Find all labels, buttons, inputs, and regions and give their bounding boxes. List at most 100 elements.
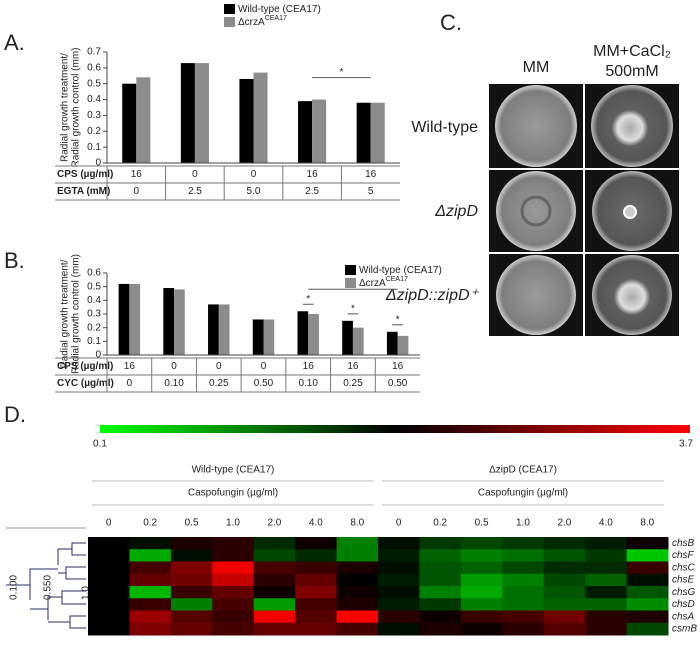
legend-swatch — [224, 4, 235, 14]
heatmap-cell — [419, 610, 462, 624]
row-label: Wild-type — [411, 119, 478, 136]
heatmap-cell — [295, 610, 338, 624]
heatmap-cell — [88, 573, 130, 587]
group-label: ΔzipD (CEA17) — [489, 465, 557, 476]
bar — [163, 288, 175, 355]
heatmap-cell — [502, 537, 545, 550]
panel-label: D. — [4, 402, 26, 427]
column-header: 500mM — [605, 63, 658, 80]
heatmap-cell — [626, 573, 669, 587]
column-label: 0 — [106, 518, 112, 529]
y-tick-label: 0.5 — [87, 78, 101, 89]
heatmap-cell — [460, 561, 503, 575]
heatmap-cell — [170, 573, 213, 587]
dendrogram — [6, 527, 86, 629]
heatmap-cell — [585, 610, 628, 624]
heatmap-cell — [419, 586, 462, 599]
cell: 16 — [365, 169, 377, 180]
column-label: 2.0 — [267, 518, 281, 529]
column-label: 4.0 — [599, 518, 613, 529]
heatmap-cell — [336, 573, 379, 587]
heatmap-cell — [460, 586, 503, 599]
heatmap-cell — [585, 549, 628, 562]
group-label: Wild-type (CEA17) — [192, 465, 275, 476]
cell: 16 — [347, 361, 359, 372]
cell: 16 — [307, 169, 319, 180]
heatmap-cell — [419, 561, 462, 575]
significance-label: * — [339, 67, 343, 78]
cell: 16 — [303, 361, 315, 372]
column-label: 2.0 — [557, 518, 571, 529]
heatmap-cell — [129, 573, 172, 587]
heatmap-cell — [253, 622, 296, 636]
y-axis-label: Radial growth treatment/ — [60, 53, 71, 162]
heatmap-cell — [626, 549, 669, 562]
heatmap-cell — [170, 586, 213, 599]
column-label: 8.0 — [640, 518, 654, 529]
y-tick-label: 0.7 — [87, 47, 101, 58]
cell: 5 — [368, 186, 374, 197]
significance-label: * — [351, 303, 355, 314]
heatmap-cell — [502, 561, 545, 575]
cell: 0 — [261, 361, 267, 372]
y-tick-label: 0.6 — [87, 268, 101, 279]
heatmap-cell — [295, 537, 338, 550]
heatmap-cell — [585, 573, 628, 587]
heatmap-cell — [419, 537, 462, 550]
heatmap-cell — [295, 549, 338, 562]
bar — [297, 311, 309, 355]
legend-swatch — [345, 278, 356, 288]
cell: 0 — [134, 186, 140, 197]
row-label: CPS (µg/ml) — [57, 169, 113, 180]
heatmap-cell — [129, 598, 172, 611]
heatmap-cell — [626, 586, 669, 599]
heatmap-cell — [378, 561, 420, 575]
y-tick-label: 0.1 — [87, 336, 101, 347]
legend-name: ΔcrzA — [238, 17, 265, 28]
cell: 16 — [124, 361, 136, 372]
heatmap-cell — [170, 549, 213, 562]
column-header: MM — [523, 59, 550, 76]
legend-label: ΔcrzACEA17 — [359, 276, 408, 289]
y-tick-label: 0 — [95, 350, 101, 361]
cell: 16 — [392, 361, 404, 372]
heatmap-cell — [212, 537, 255, 550]
heatmap-cell — [460, 573, 503, 587]
column-label: 4.0 — [309, 518, 323, 529]
heatmap-cell — [460, 549, 503, 562]
heatmap-cell — [170, 610, 213, 624]
heatmap-cell — [212, 586, 255, 599]
heatmap-cell — [460, 537, 503, 550]
legend-label: ΔcrzACEA17 — [238, 15, 287, 28]
heatmap-cell — [378, 549, 420, 562]
y-tick-label: 0.2 — [87, 126, 101, 137]
significance-label: * — [396, 314, 400, 325]
legend-name: Wild-type (CEA17) — [238, 4, 321, 15]
legend-name: Wild-type (CEA17) — [359, 265, 442, 276]
cell: 0.10 — [298, 378, 318, 389]
group-subtitle: Caspofungin (µg/ml) — [188, 488, 278, 499]
bar — [253, 72, 268, 163]
column-label: 0.2 — [143, 518, 157, 529]
heatmap-cell — [336, 622, 379, 636]
panel-label: C. — [440, 10, 462, 35]
cell: 0 — [251, 169, 257, 180]
heatmap-cell — [253, 610, 296, 624]
row-label: chsF — [672, 550, 695, 561]
heatmap-cell — [543, 573, 586, 587]
legend-label: Wild-type (CEA17) — [238, 4, 321, 15]
heatmap-cell — [170, 561, 213, 575]
heatmap-cell — [295, 598, 338, 611]
heatmap-cell — [212, 549, 255, 562]
heatmap-cell — [543, 622, 586, 636]
dendrogram-tick: 1.0 — [81, 586, 92, 600]
heatmap-cell — [88, 622, 130, 636]
heatmap-cell — [295, 561, 338, 575]
legend-superscript: CEA17 — [265, 15, 287, 22]
cell: 0.50 — [388, 378, 408, 389]
y-axis-label: Radial growth treatment/ — [60, 259, 71, 368]
heatmap-cell — [88, 537, 130, 550]
column-label: 8.0 — [350, 518, 364, 529]
heatmap-cell — [543, 537, 586, 550]
y-tick-label: 0.6 — [87, 62, 101, 73]
